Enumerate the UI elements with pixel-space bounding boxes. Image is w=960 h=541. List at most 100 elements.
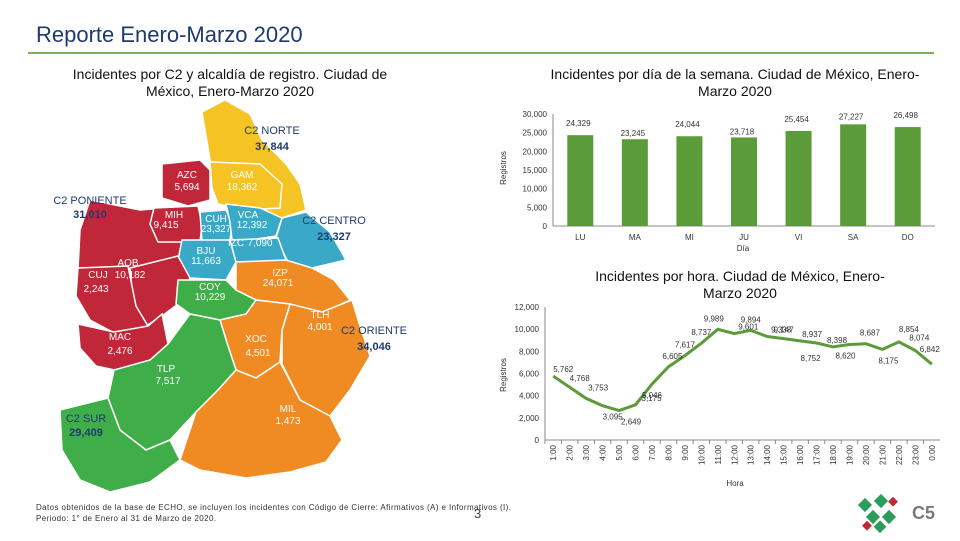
alc-value-azc: 5,694 — [174, 182, 199, 193]
alc-code-tlp: TLP — [157, 364, 176, 375]
hour-category-label: 3:00 — [582, 444, 591, 460]
weekday-x-axis-label: Día — [737, 244, 750, 253]
weekday-bar-label: 24,329 — [566, 119, 591, 128]
alc-code-cuh: CUH — [205, 214, 227, 225]
region-label-poniente: C2 PONIENTE — [53, 195, 126, 207]
region-mil — [179, 360, 343, 479]
weekday-category-label: JU — [739, 233, 749, 242]
hour-point-label: 5,762 — [553, 365, 574, 374]
weekday-bar-label: 25,454 — [784, 115, 809, 124]
weekday-y-tick: 25,000 — [523, 129, 548, 138]
weekday-y-tick: 10,000 — [523, 185, 548, 194]
hour-y-tick: 6,000 — [519, 370, 540, 379]
region-label-oriente: C2 ORIENTE — [341, 325, 407, 337]
alc-code-aob: AOB — [117, 258, 138, 269]
weekday-bar-label: 24,044 — [675, 120, 700, 129]
hour-point-label: 4,768 — [570, 374, 591, 383]
hour-point-label: 8,752 — [801, 354, 822, 363]
hour-point-label: 9,338 — [771, 326, 792, 335]
alc-code-mac: MAC — [109, 332, 131, 343]
weekday-bar-label: 23,718 — [730, 127, 755, 136]
alc-code-bju: BJU — [197, 246, 216, 257]
hour-x-axis-label: Hora — [726, 479, 744, 488]
alc-value-cuh: 23,327 — [201, 224, 232, 235]
weekday-bar-label: 26,498 — [893, 111, 918, 120]
alc-value-xoc: 4,501 — [245, 348, 270, 359]
weekday-chart: Registros 0 5,000 10,000 15,000 20,000 25,000… — [499, 110, 935, 253]
weekday-category-label: MI — [685, 233, 694, 242]
cdmx-map-svg: C2 NORTE 37,844 C2 PONIENTE 31,010 C2 CE… — [53, 99, 407, 493]
hour-point-label: 2,649 — [621, 418, 642, 427]
weekday-chart-title: Incidentes por día de la semana. Ciudad … — [550, 66, 920, 99]
region-value-oriente: 34,046 — [357, 341, 391, 353]
alcaldia-labels: AZC 5,694 GAM 18,362 MIH 9,415 CUH 23,32… — [83, 170, 332, 427]
hour-category-label: 13:00 — [747, 444, 756, 465]
hour-category-label: 0:00 — [928, 444, 937, 460]
alc-code-mil: MIL — [280, 404, 297, 415]
alc-value-tlp: 7,517 — [155, 376, 180, 387]
alc-value-mil: 1,473 — [275, 416, 300, 427]
c5-logo — [856, 493, 946, 536]
hour-category-label: 19:00 — [845, 444, 854, 465]
weekday-category-label: LU — [575, 233, 585, 242]
region-value-poniente: 31,010 — [73, 209, 107, 221]
alc-code-coy: COY — [199, 282, 221, 293]
alc-value-aob: 10,182 — [115, 270, 146, 281]
hour-point-label: 9,147 — [774, 326, 795, 335]
alc-value-bju: 11,663 — [191, 256, 221, 267]
alc-code-gam: GAM — [231, 170, 254, 181]
hour-category-label: 15:00 — [780, 444, 789, 465]
weekday-bar-label: 27,227 — [839, 112, 864, 121]
region-value-sur: 29,409 — [69, 427, 103, 439]
weekday-bar-label: 23,245 — [621, 129, 646, 138]
hour-point-label: 3,175 — [642, 394, 663, 403]
weekday-y-tick: 0 — [543, 222, 548, 231]
footer-note-line2: Periodo: 1° de Enero al 31 de Marzo de 2… — [36, 514, 217, 523]
hour-point-label: 8,687 — [860, 329, 881, 338]
weekday-y-tick: 15,000 — [523, 166, 548, 175]
hour-category-label: 20:00 — [862, 444, 871, 465]
hour-category-label: 10:00 — [697, 444, 706, 465]
hour-category-label: 17:00 — [813, 444, 822, 465]
hour-category-label: 22:00 — [895, 444, 904, 465]
alc-value-vca: 12,392 — [237, 220, 268, 231]
page-title: Reporte Enero-Marzo 2020 — [36, 22, 303, 47]
alc-value-mac: 2,476 — [107, 346, 132, 357]
hour-chart: Registros 0 2,000 4,000 6,000 8,000 10,000 12,… — [499, 303, 940, 488]
alc-code-tlh: TLH — [311, 310, 330, 321]
weekday-category-label: VI — [795, 233, 803, 242]
alc-value-tlh: 4,001 — [307, 322, 332, 333]
c5-logo-text: C5 — [912, 503, 936, 523]
cdmx-map: C2 NORTE 37,844 C2 PONIENTE 31,010 C2 CE… — [50, 99, 410, 500]
region-label-norte: C2 NORTE — [244, 125, 299, 137]
hour-category-label: 8:00 — [664, 444, 673, 460]
weekday-y-tick: 20,000 — [523, 147, 548, 156]
hour-series-line — [552, 327, 933, 413]
hour-point-label: 6,842 — [920, 345, 941, 354]
hour-category-label: 23:00 — [911, 444, 920, 465]
weekday-y-axis-label: Registros — [499, 151, 508, 185]
alc-value-gam: 18,362 — [227, 182, 258, 193]
hour-point-label: 5,046 — [642, 391, 663, 400]
hour-point-label: 8,175 — [878, 356, 899, 365]
hour-point-label: 8,937 — [802, 330, 823, 339]
alc-value-izp: 24,071 — [263, 278, 294, 289]
hour-point-label: 3,753 — [588, 383, 609, 392]
alc-code-cuj: CUJ — [88, 270, 107, 281]
hour-y-tick: 0 — [535, 436, 540, 445]
hour-category-label: 12:00 — [730, 444, 739, 465]
footer-note: Datos obtenidos de la base de ECHO, se i… — [36, 502, 511, 524]
weekday-bar — [894, 127, 921, 226]
hour-category-label: 1:00 — [549, 444, 558, 460]
weekday-y-tick: 30,000 — [523, 110, 548, 119]
hour-category-label: 18:00 — [829, 444, 838, 465]
alc-code-izc: IZC — [228, 238, 244, 249]
hour-y-tick: 12,000 — [515, 303, 540, 312]
hour-point-label: 8,398 — [827, 336, 848, 345]
weekday-bar — [676, 136, 703, 226]
alc-value-coy: 10,229 — [195, 292, 226, 303]
alc-code-mih: MIH — [165, 210, 183, 221]
hour-y-tick: 8,000 — [519, 347, 540, 356]
map-title: Incidentes por C2 y alcaldía de registro… — [72, 66, 388, 99]
